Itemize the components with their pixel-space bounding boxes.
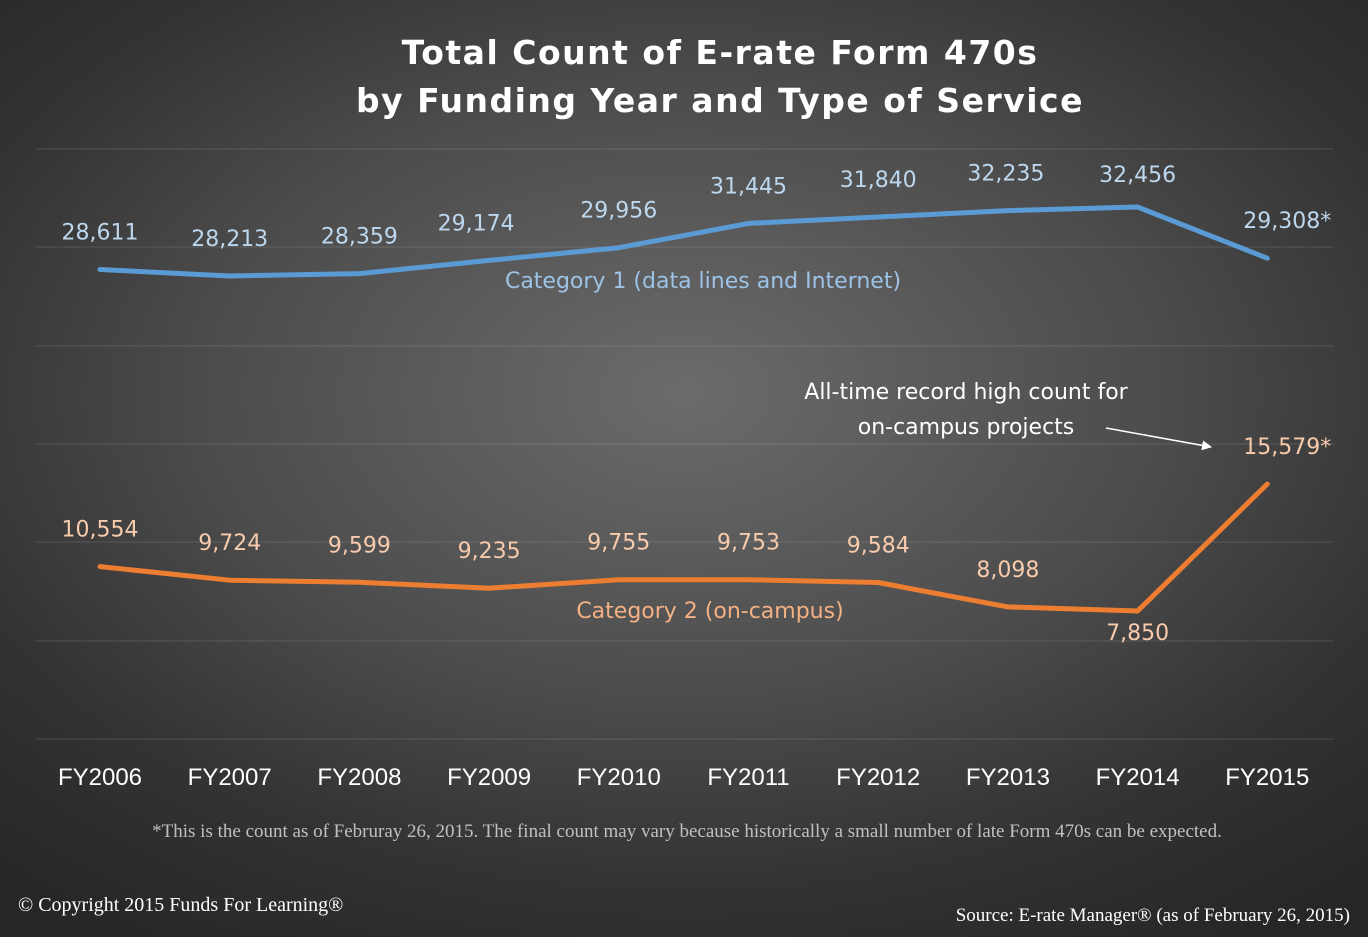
x-tick-label: FY2006 (58, 764, 142, 791)
x-tick-label: FY2008 (317, 764, 401, 791)
data-label: 15,579* (1243, 435, 1331, 460)
data-label: 32,456 (1099, 163, 1176, 188)
series-line-category-2 (97, 481, 1270, 614)
chart-subtitle: by Funding Year and Type of Service (356, 81, 1084, 120)
data-label: 31,445 (710, 174, 787, 199)
source-note: Source: E-rate Manager® (as of February … (956, 905, 1350, 926)
data-label: 28,213 (191, 227, 268, 252)
data-label: 9,755 (587, 531, 650, 556)
series-line-category-1 (97, 204, 1270, 279)
data-label: 9,753 (717, 531, 780, 556)
x-tick-label: FY2011 (707, 764, 789, 791)
data-labels-category-1: 28,611 28,213 28,359 29,174 29,956 31,445 31,8… (62, 162, 1332, 252)
gridlines (35, 148, 1334, 740)
data-label: 32,235 (967, 162, 1044, 187)
footnote: *This is the count as of Februray 26, 20… (152, 821, 1222, 842)
data-labels-category-2: 10,554 9,724 9,599 9,235 9,755 9,753 9,584 8,09… (62, 435, 1332, 646)
x-tick-label: FY2012 (836, 764, 920, 791)
x-tick-label: FY2013 (966, 764, 1050, 791)
x-axis-tick-labels: FY2006 FY2007 FY2008 FY2009 FY2010 FY2011 FY20… (58, 764, 1309, 791)
x-tick-label: FY2015 (1225, 764, 1309, 791)
series-label-category-2: Category 2 (on-campus) (576, 599, 843, 624)
chart-title: Total Count of E-rate Form 470s (402, 33, 1039, 72)
annotation-arrow (1105, 427, 1212, 451)
data-label: 29,174 (438, 211, 515, 236)
data-label: 9,599 (328, 533, 391, 558)
data-label: 8,098 (976, 558, 1039, 583)
series-label-category-1: Category 1 (data lines and Internet) (505, 269, 901, 294)
annotation-line-1: All-time record high count for (804, 380, 1128, 405)
data-label: 10,554 (62, 518, 139, 543)
data-label: 31,840 (840, 168, 917, 193)
copyright: © Copyright 2015 Funds For Learning® (18, 894, 343, 916)
data-label: 9,584 (847, 534, 910, 559)
x-tick-label: FY2009 (447, 764, 531, 791)
data-label: 29,308* (1243, 209, 1331, 234)
data-label: 28,611 (62, 221, 139, 246)
data-label: 29,956 (580, 199, 657, 224)
data-label: 7,850 (1106, 621, 1169, 646)
annotation-line-2: on-campus projects (858, 415, 1075, 440)
data-label: 9,235 (458, 539, 521, 564)
x-tick-label: FY2014 (1096, 764, 1180, 791)
x-tick-label: FY2007 (188, 764, 272, 791)
data-label: 28,359 (321, 225, 398, 250)
data-label: 9,724 (198, 531, 261, 556)
x-tick-label: FY2010 (577, 764, 661, 791)
